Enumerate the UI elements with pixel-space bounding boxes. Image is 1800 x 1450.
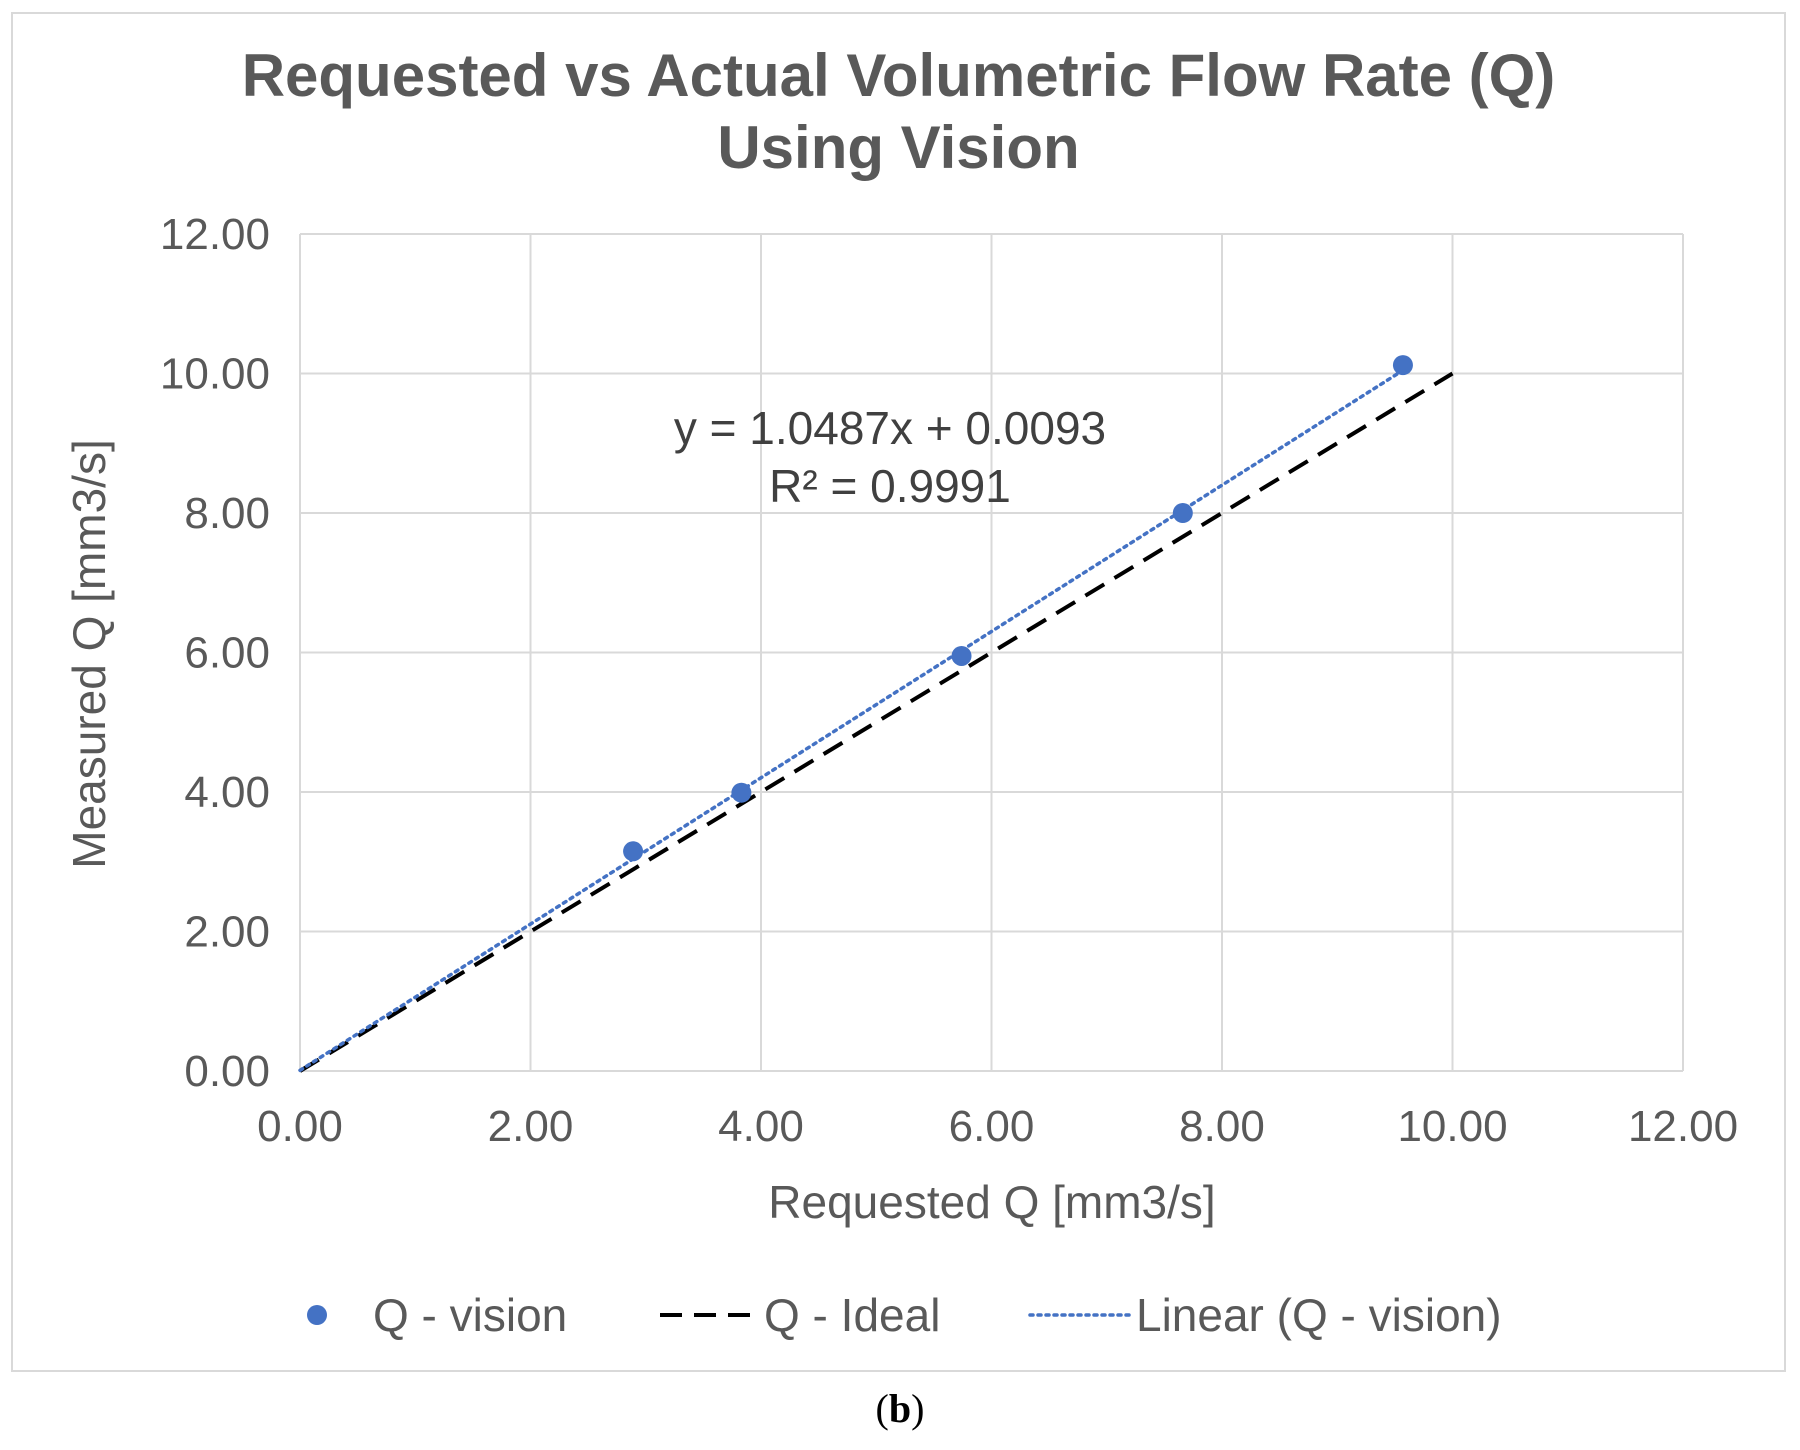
data-point [623,841,644,862]
y-tick-label: 0.00 [184,1047,270,1096]
chart-title-line-1: Requested vs Actual Volumetric Flow Rate… [241,42,1556,109]
caption-letter: b [888,1386,912,1431]
data-point [1392,355,1413,376]
tick-labels: 0.00 2.00 4.00 6.00 8.00 10.00 12.00 0.00 2.00 4.… [160,210,1738,1151]
chart-title-line-2: Using Vision [717,114,1080,181]
x-tick-label: 4.00 [718,1102,804,1151]
x-tick-label: 8.00 [1179,1102,1265,1151]
y-axis-title: Measured Q [mm3/s] [63,439,115,868]
caption-close-paren: ) [911,1386,925,1431]
grid-lines [299,233,1684,1072]
legend-label-q-ideal: Q - Ideal [764,1289,940,1341]
x-tick-label: 12.00 [1628,1102,1738,1151]
data-point [1172,503,1193,523]
chart-title: Requested vs Actual Volumetric Flow Rate… [11,40,1786,184]
x-tick-label: 0.00 [257,1102,343,1151]
y-tick-label: 4.00 [184,768,270,817]
x-tick-label: 6.00 [949,1102,1035,1151]
series-layer [298,355,1454,1073]
data-point [731,782,752,803]
y-tick-label: 12.00 [160,210,270,259]
y-tick-label: 10.00 [160,350,270,399]
y-tick-label: 8.00 [184,489,270,538]
legend: Q - vision Q - Ideal Linear (Q - vision) [307,1289,1502,1341]
legend-label-q-vision: Q - vision [373,1289,567,1341]
x-tick-label: 10.00 [1397,1102,1507,1151]
x-tick-label: 2.00 [488,1102,574,1151]
data-point [951,645,972,666]
trendline-r-squared: R² = 0.9991 [769,460,1011,512]
legend-marker-q-vision [307,1305,327,1325]
ideal-line [298,371,1454,1073]
y-tick-label: 6.00 [184,629,270,678]
trendline [298,368,1405,1073]
y-tick-label: 2.00 [184,908,270,957]
trendline-equation: y = 1.0487x + 0.0093 [674,402,1106,454]
legend-label-linear-trend: Linear (Q - vision) [1136,1289,1502,1341]
figure-caption: (b) [0,1385,1800,1432]
x-axis-title: Requested Q [mm3/s] [768,1176,1215,1228]
caption-open-paren: ( [875,1386,889,1431]
